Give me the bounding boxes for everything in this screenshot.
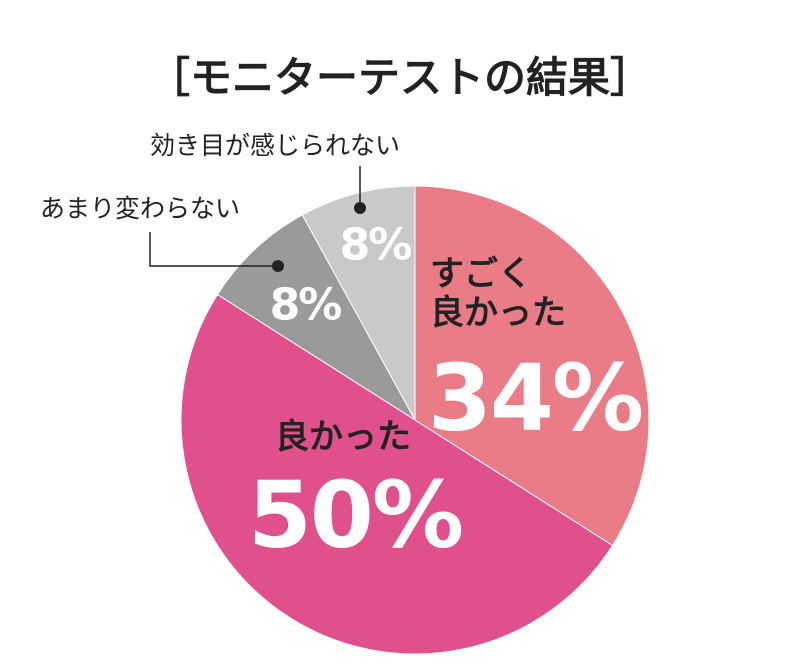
slice-label: すごく 良かった xyxy=(430,254,566,334)
slice-label: 効き目が感じられない xyxy=(150,131,401,160)
value-label: 8% xyxy=(269,279,343,331)
slice-label: 良かった xyxy=(275,417,411,457)
slice-label: あまり変わらない xyxy=(40,194,241,223)
value-label: 8% xyxy=(339,219,413,271)
pie-slice xyxy=(180,293,614,655)
chart-title: ［モニターテストの結果］ xyxy=(148,53,652,102)
leader-dot xyxy=(272,260,284,272)
leader-line xyxy=(149,232,278,267)
pie-slice xyxy=(414,185,650,547)
value-label: 34% xyxy=(427,344,644,452)
pie-slice xyxy=(301,185,416,421)
value-label: 50% xyxy=(247,461,464,569)
leader-dot xyxy=(354,202,366,214)
